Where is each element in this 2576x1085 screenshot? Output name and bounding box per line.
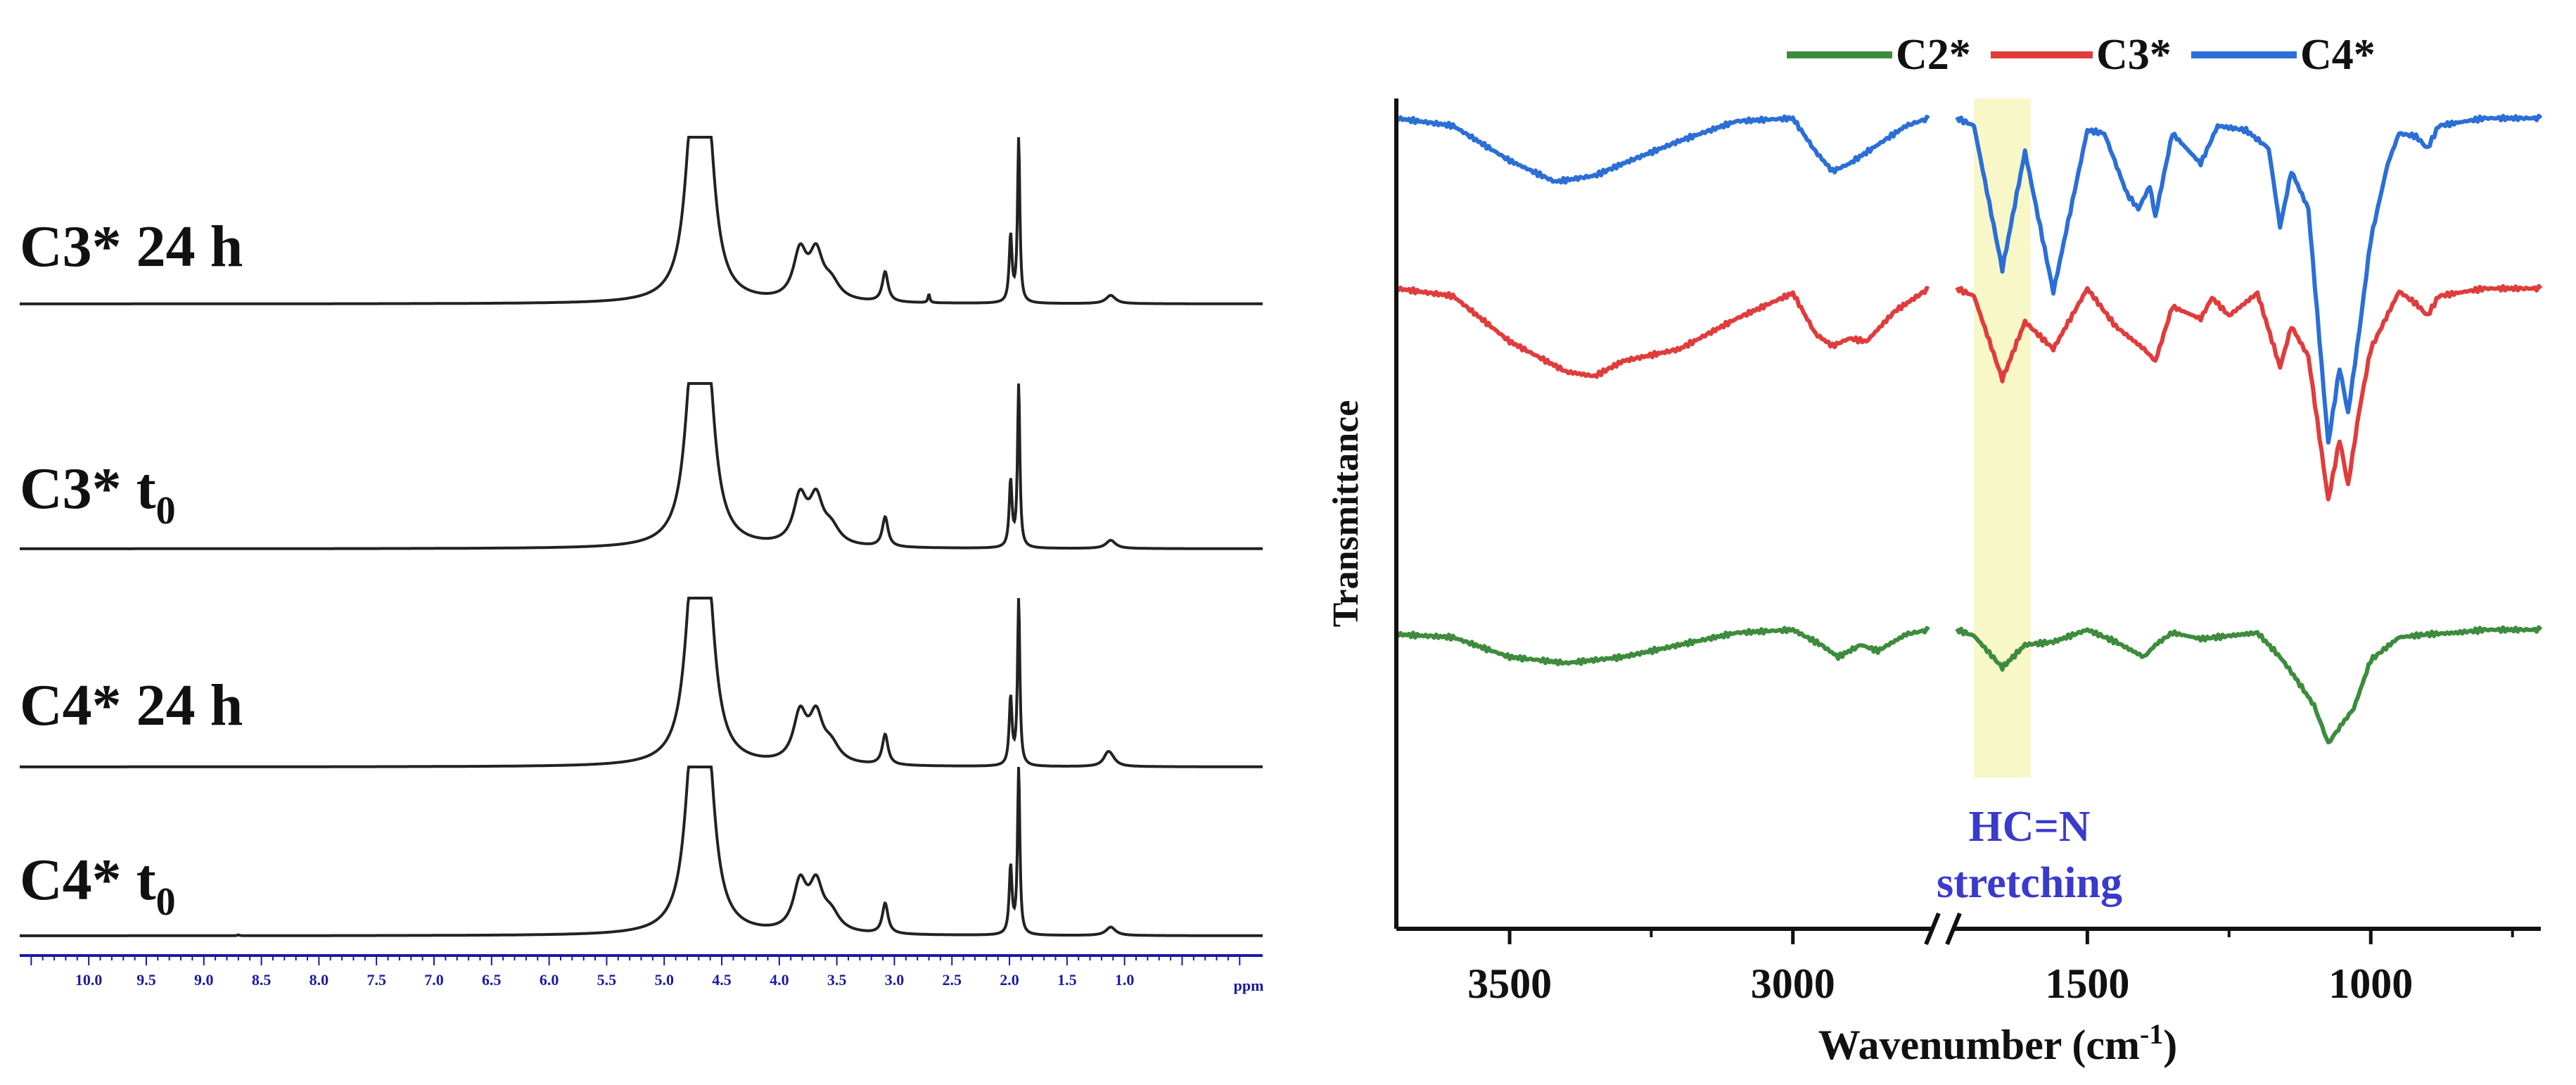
nmr-label-c4-t0: C4* t0 bbox=[20, 847, 176, 924]
ftir-tick-labels: 3500 3000 1500 1000 bbox=[1467, 960, 2413, 1007]
hcn-annotation-line1: HC=N bbox=[1968, 803, 2090, 851]
legend-label-c4: C4* bbox=[2300, 31, 2376, 79]
nmr-tick-label: 8.5 bbox=[252, 971, 272, 989]
nmr-panel: C3* 24 h C3* t0 C4* 24 h C4* t0 10.0 9.5 9… bbox=[20, 136, 1264, 994]
nmr-tick-label: 9.0 bbox=[194, 971, 214, 989]
nmr-trace-1 bbox=[20, 382, 1263, 550]
nmr-tick-label: 4.0 bbox=[770, 971, 789, 989]
ftir-axis-break-2 bbox=[1945, 912, 1962, 946]
ftir-trace-C3-seg1 bbox=[1955, 284, 2543, 502]
ftir-trace-C4-seg0 bbox=[1394, 114, 1930, 185]
nmr-tick-label: 4.5 bbox=[712, 971, 732, 989]
nmr-tick-label: 5.5 bbox=[597, 971, 617, 989]
hcn-highlight-band bbox=[1974, 99, 2031, 778]
nmr-label-c4-24h: C4* 24 h bbox=[20, 673, 243, 738]
nmr-tick-label: 7.0 bbox=[424, 971, 444, 989]
ftir-traces bbox=[1394, 113, 2543, 744]
ftir-legend: C2* C3* C4* bbox=[1787, 31, 2376, 79]
ftir-x-axis-label: Wavenumber (cm-1) bbox=[1818, 1018, 2178, 1068]
nmr-tick-label: 6.0 bbox=[540, 971, 559, 989]
ftir-axes bbox=[1394, 99, 2541, 946]
ftir-axis-break-1 bbox=[1924, 912, 1941, 946]
nmr-tick-label: 10.0 bbox=[75, 971, 103, 989]
ftir-panel: 3500 3000 1500 1000 Transmittance Wavenumbe… bbox=[1326, 31, 2543, 1068]
ftir-trace-C2-seg0 bbox=[1394, 626, 1930, 666]
hcn-annotation-line2: stretching bbox=[1937, 859, 2122, 907]
nmr-tick-label: 5.0 bbox=[654, 971, 674, 989]
ftir-tick-label: 1000 bbox=[2328, 960, 2413, 1007]
nmr-x-axis: 10.0 9.5 9.0 8.5 8.0 7.5 7.0 6.5 6.0 5.5 5.0 4.5 4.0… bbox=[20, 954, 1263, 989]
nmr-tick-label: 1.5 bbox=[1057, 971, 1077, 989]
legend-label-c3: C3* bbox=[2096, 31, 2172, 79]
ftir-tick-label: 3000 bbox=[1751, 960, 1835, 1007]
nmr-traces bbox=[20, 136, 1263, 937]
ftir-y-axis-label: Transmittance bbox=[1326, 400, 1366, 628]
nmr-tick-label: 3.5 bbox=[827, 971, 847, 989]
ftir-tick-label: 3500 bbox=[1467, 960, 1552, 1007]
nmr-trace-3 bbox=[20, 766, 1263, 937]
ftir-trace-C3-seg0 bbox=[1394, 285, 1930, 379]
nmr-trace-0 bbox=[20, 136, 1263, 305]
nmr-tick-label: 6.5 bbox=[482, 971, 502, 989]
nmr-tick-label: 2.5 bbox=[943, 971, 962, 989]
nmr-trace-2 bbox=[20, 597, 1263, 768]
nmr-tick-label: 1.0 bbox=[1115, 971, 1135, 989]
ftir-trace-C4-seg1 bbox=[1955, 113, 2543, 445]
nmr-tick-label: 3.0 bbox=[885, 971, 905, 989]
legend-label-c2: C2* bbox=[1896, 31, 1971, 79]
nmr-label-c3-24h: C3* 24 h bbox=[20, 214, 243, 279]
nmr-tick-label: 8.0 bbox=[310, 971, 329, 989]
nmr-tick-label: 2.0 bbox=[1000, 971, 1019, 989]
nmr-series-labels: C3* 24 h C3* t0 C4* 24 h C4* t0 bbox=[20, 214, 243, 924]
ftir-tick-label: 1500 bbox=[2045, 960, 2129, 1007]
nmr-label-c3-t0: C3* t0 bbox=[20, 456, 176, 533]
ftir-trace-C2-seg1 bbox=[1955, 625, 2543, 744]
nmr-tick-label: 9.5 bbox=[136, 971, 156, 989]
nmr-x-axis-label: ppm bbox=[1234, 977, 1264, 994]
nmr-tick-label: 7.5 bbox=[366, 971, 386, 989]
